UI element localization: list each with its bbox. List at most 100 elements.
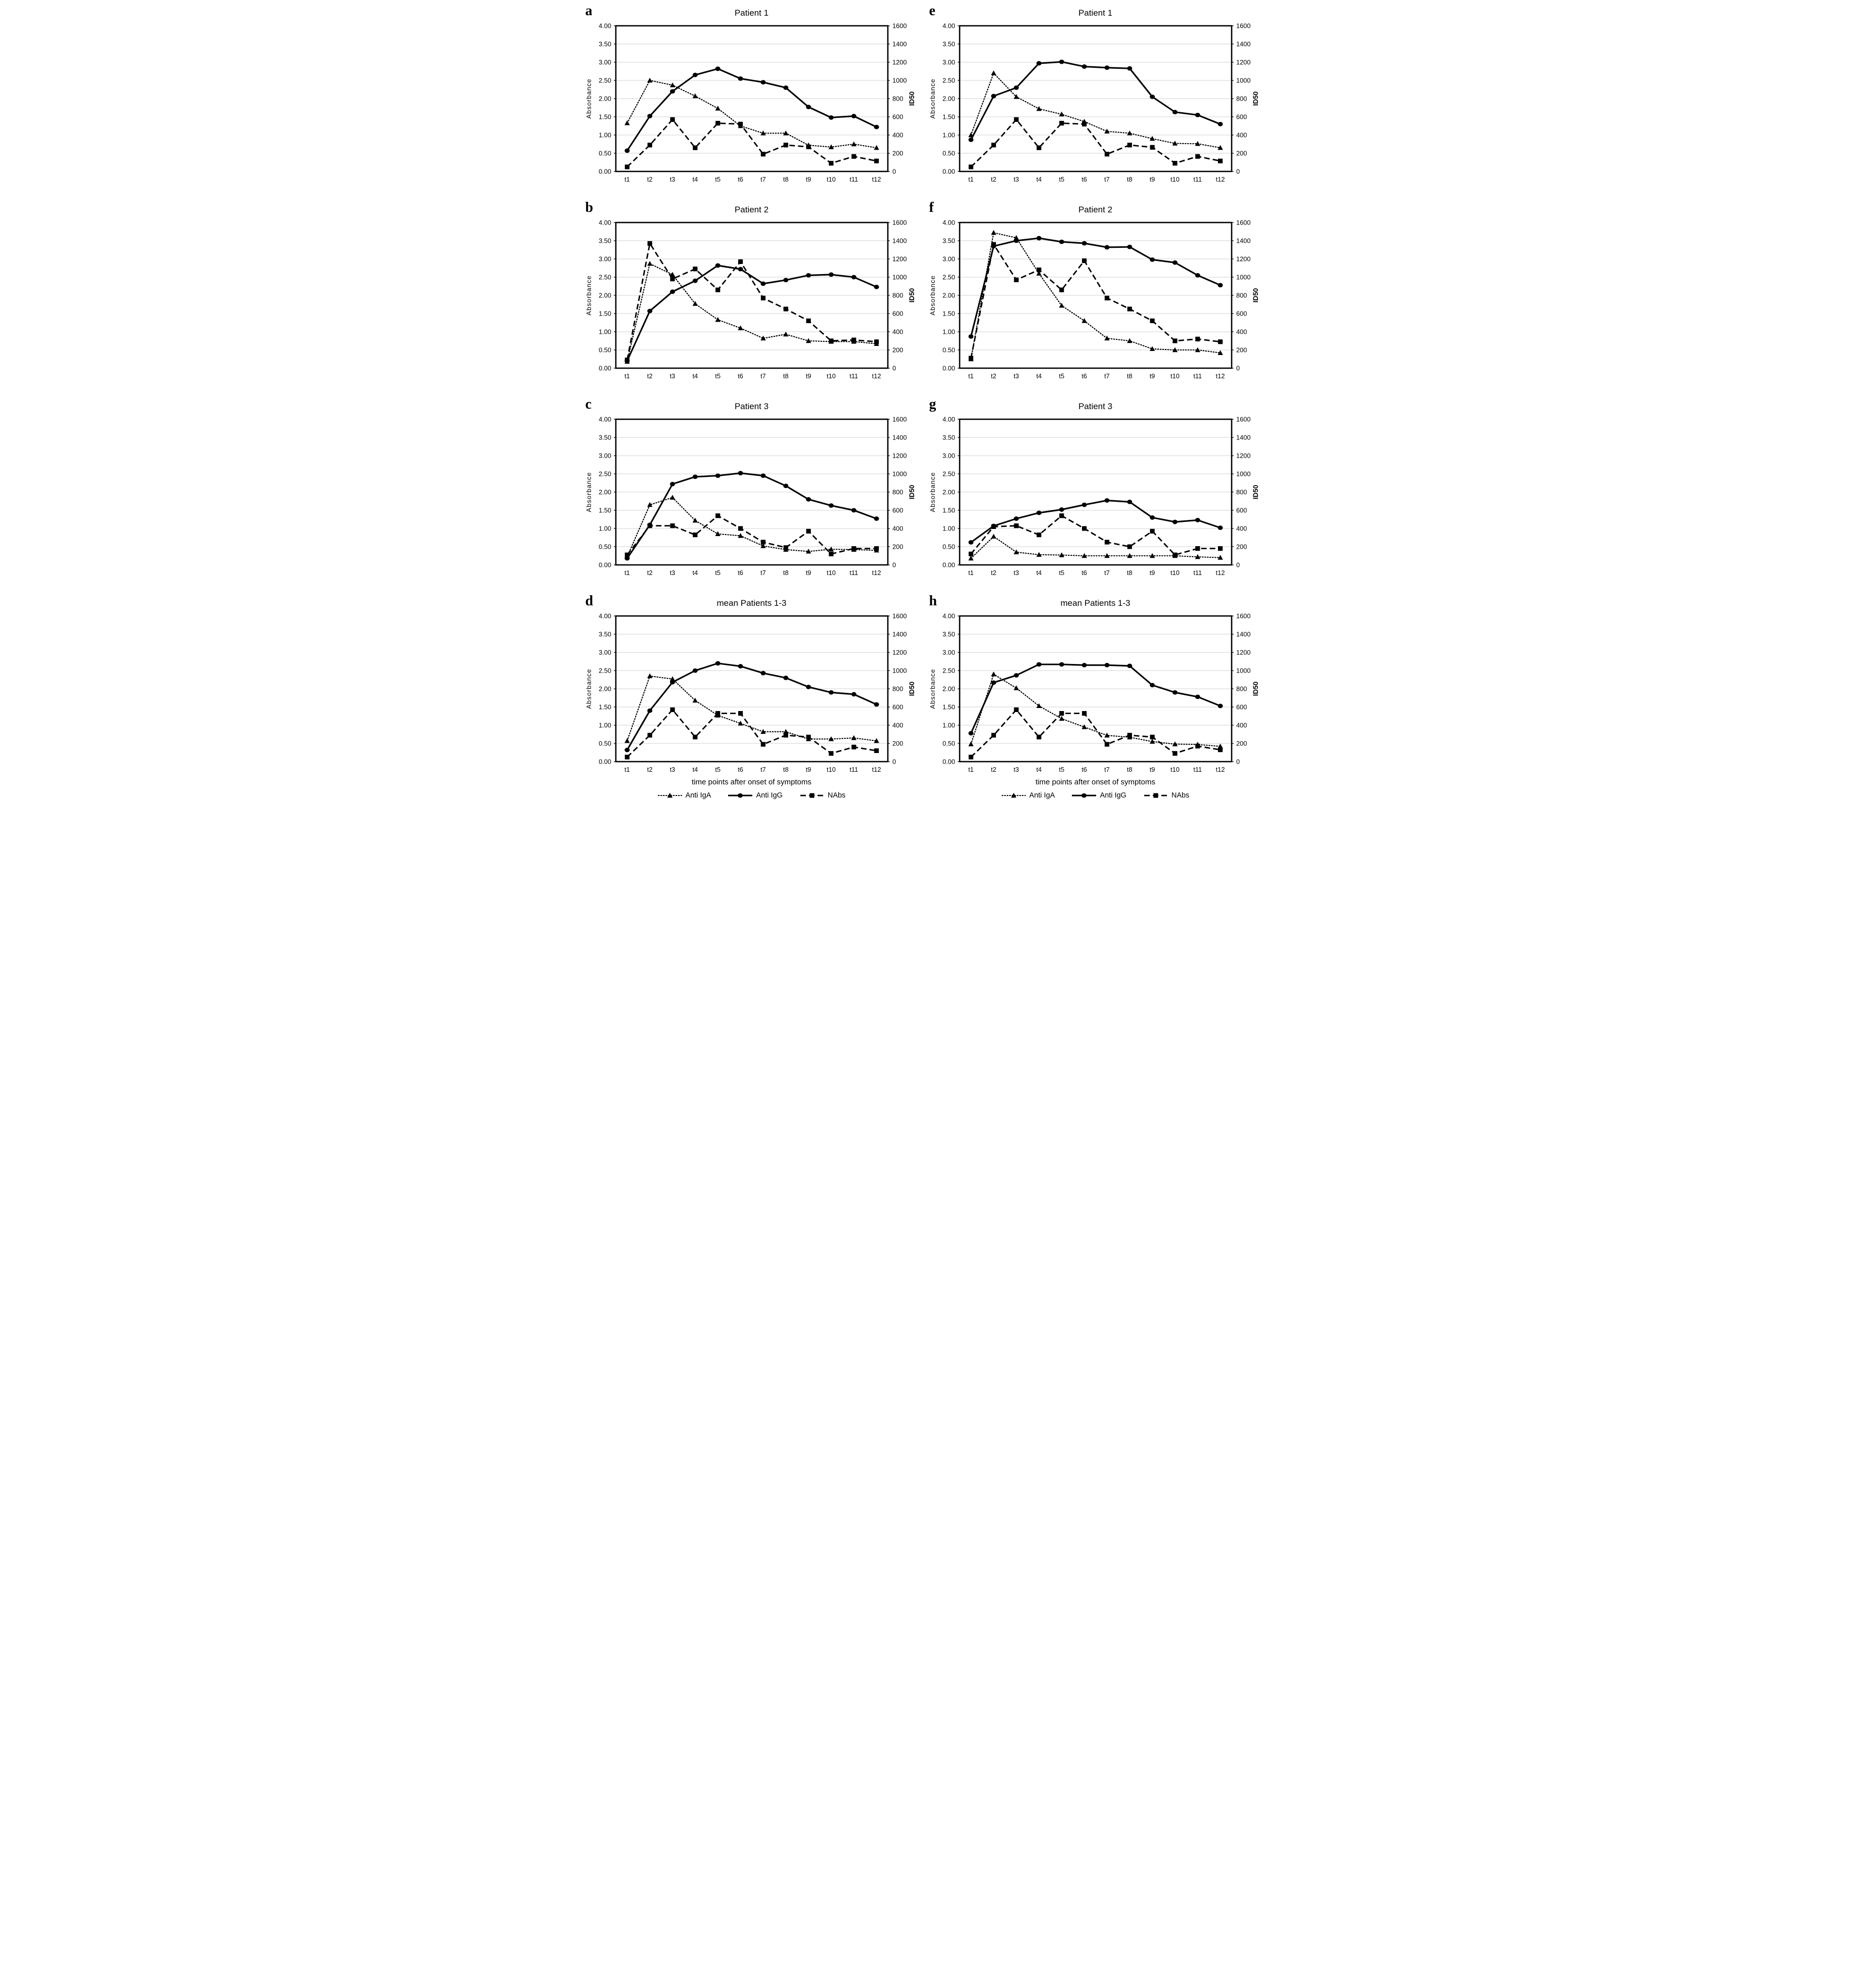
series-nabs-marker [1172, 751, 1178, 756]
svg-text:t1: t1 [624, 569, 630, 577]
svg-text:t11: t11 [1193, 569, 1202, 577]
svg-text:t4: t4 [1036, 766, 1042, 773]
series-anti-iga-marker [968, 741, 974, 746]
svg-text:2.50: 2.50 [599, 667, 611, 674]
svg-text:200: 200 [892, 543, 903, 550]
series-nabs-marker [1036, 734, 1042, 739]
svg-text:1200: 1200 [892, 58, 907, 66]
chart-canvas-g: 0.00 0.50 1.00 1.50 2.00 2.50 3.00 3.50 4.00 0 200… [929, 415, 1259, 577]
series-anti-igg-marker [647, 708, 652, 713]
series-anti-igg [624, 471, 879, 561]
series-anti-igg-marker [1059, 662, 1064, 667]
svg-text:2.00: 2.00 [942, 291, 955, 299]
right-axis-title: ID50 [908, 92, 916, 106]
series-nabs-marker [624, 552, 629, 557]
series-anti-igg-marker [1013, 516, 1019, 521]
series-anti-igg-marker [1036, 662, 1042, 667]
svg-text:t3: t3 [669, 766, 675, 773]
series-anti-iga [968, 671, 1223, 748]
series-anti-iga-marker [783, 729, 788, 734]
series-anti-igg-marker [1104, 498, 1109, 503]
svg-text:1200: 1200 [1236, 452, 1250, 459]
series-anti-igg-marker [783, 278, 788, 283]
series-nabs-marker [1013, 523, 1019, 528]
svg-text:t6: t6 [1081, 766, 1087, 773]
svg-text:0.00: 0.00 [942, 364, 955, 372]
svg-text:600: 600 [1236, 113, 1247, 120]
series-anti-igg-line [626, 662, 877, 751]
series-nabs-marker [1059, 513, 1064, 518]
series-anti-igg-marker [692, 278, 698, 283]
right-axis-ticks: 0 200 400 600 800 1000 1200 1400 1600 [1231, 415, 1250, 568]
chart-canvas-b: 0.00 0.50 1.00 1.50 2.00 2.50 3.00 3.50 4.00 0 200… [585, 218, 916, 380]
svg-text:t4: t4 [1036, 569, 1042, 577]
legend-nabs-marker [1153, 793, 1158, 798]
svg-text:2.00: 2.00 [942, 685, 955, 692]
series-anti-iga-line [970, 232, 1221, 360]
series-anti-iga-marker [1172, 141, 1178, 146]
series-nabs [624, 117, 879, 169]
series-anti-iga-marker [1104, 128, 1110, 134]
x-axis-ticks: t1 t2 t3 t4 t5 t6 t7 t8 t9 t10 t11 t12 [624, 766, 881, 773]
series-nabs-line [626, 243, 877, 361]
chart-panel-b: b Patient 2 0.00 0.50 1.00 1.50 2.00 2.50 3.00 3.… [583, 201, 920, 383]
series-anti-iga-marker [1195, 347, 1200, 352]
chart-canvas-f: 0.00 0.50 1.00 1.50 2.00 2.50 3.00 3.50 4.00 0 200… [929, 218, 1259, 380]
svg-text:1400: 1400 [1236, 40, 1250, 48]
series-nabs-marker [1127, 143, 1132, 148]
svg-text:3.00: 3.00 [942, 58, 955, 66]
right-axis-ticks: 0 200 400 600 800 1000 1200 1400 1600 [1231, 22, 1250, 175]
chart-title: mean Patients 1-3 [1060, 598, 1131, 608]
svg-text:2.00: 2.00 [942, 95, 955, 102]
svg-text:600: 600 [1236, 310, 1247, 317]
series-anti-igg-marker [669, 89, 675, 94]
series-nabs-marker [805, 318, 811, 323]
series-anti-igg-marker [1104, 662, 1109, 668]
svg-text:2.50: 2.50 [942, 76, 955, 84]
series-nabs-marker [874, 339, 879, 344]
svg-text:t3: t3 [669, 372, 675, 380]
series-nabs-marker [760, 540, 765, 545]
series-nabs-marker [1036, 268, 1042, 273]
series-anti-iga-marker [1081, 553, 1087, 558]
svg-text:800: 800 [892, 95, 903, 102]
series-nabs-marker [1104, 742, 1109, 747]
series-anti-iga-marker [1126, 130, 1132, 136]
series-nabs-marker [1104, 540, 1109, 545]
series-anti-igg-marker [715, 263, 720, 268]
series-anti-igg-marker [738, 76, 743, 81]
left-axis-title: Absorbance [929, 669, 936, 709]
svg-text:t10: t10 [827, 372, 836, 380]
svg-text:0: 0 [1236, 758, 1240, 765]
svg-text:200: 200 [1236, 149, 1247, 157]
svg-text:1.50: 1.50 [942, 310, 955, 317]
gridlines [615, 240, 888, 350]
square-legend-icon [800, 793, 824, 798]
series-nabs-marker [692, 145, 698, 150]
svg-text:1400: 1400 [892, 433, 907, 441]
series-anti-igg-marker [760, 80, 765, 84]
series-anti-iga-marker [828, 144, 834, 149]
series-nabs-line [970, 515, 1221, 556]
series-anti-igg-marker [990, 680, 996, 685]
svg-text:t8: t8 [783, 569, 788, 577]
legend-anti-iga-marker [1011, 792, 1016, 798]
triangle-legend-icon [657, 792, 682, 798]
series-nabs-line [970, 118, 1221, 168]
series-anti-igg-marker [990, 94, 996, 99]
svg-text:t8: t8 [783, 766, 788, 773]
series-nabs-line [970, 709, 1221, 758]
series-anti-iga-marker [805, 338, 811, 343]
svg-text:t9: t9 [1149, 175, 1155, 183]
series-anti-iga-marker [737, 325, 743, 330]
series-nabs-marker [874, 158, 879, 163]
figure-page: a Patient 1 0.00 0.50 1.00 1.50 2.00 2.50 3.00 3.… [578, 0, 1272, 813]
series-nabs-marker [647, 733, 652, 738]
svg-text:1600: 1600 [1236, 415, 1250, 423]
right-axis-title: ID50 [1252, 288, 1259, 303]
svg-text:600: 600 [1236, 703, 1247, 711]
svg-text:2.00: 2.00 [942, 488, 955, 496]
legend-anti-iga-marker [667, 792, 672, 798]
svg-text:400: 400 [1236, 524, 1247, 532]
svg-text:t11: t11 [849, 175, 858, 183]
